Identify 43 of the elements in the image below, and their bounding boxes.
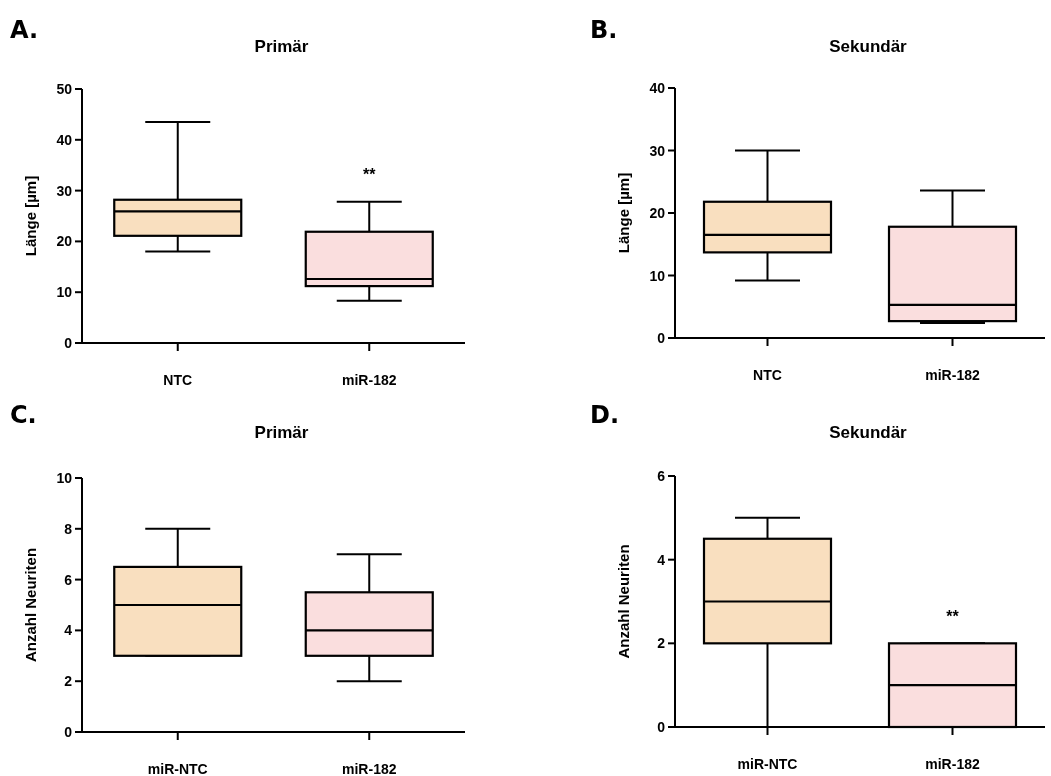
y-tick-label: 30 — [56, 182, 73, 199]
x-tick-label: miR-182 — [342, 761, 397, 776]
x-tick-label: miR-182 — [925, 367, 980, 383]
y-tick-label: 2 — [657, 635, 666, 652]
chart-title: Primär — [254, 423, 309, 442]
x-tick-label: miR-182 — [925, 756, 980, 772]
y-tick-label: 0 — [64, 724, 73, 740]
y-axis-title: Länge [µm] — [614, 172, 632, 254]
y-tick-label: 4 — [64, 622, 73, 639]
y-tick-label: 30 — [649, 142, 666, 159]
x-tick-label: NTC — [163, 372, 193, 388]
y-tick-label: 4 — [657, 551, 666, 568]
y-tick-label: 0 — [64, 335, 73, 351]
text: A. — [10, 16, 39, 44]
annotation: ** — [363, 166, 377, 184]
y-tick-label: 0 — [657, 719, 666, 735]
y-axis-title: Anzahl Neuriten — [614, 544, 632, 659]
x-tick-label: miR-182 — [342, 372, 397, 388]
y-tick-label: 6 — [64, 571, 73, 588]
x-tick-label: miR-NTC — [737, 756, 798, 772]
y-tick-label: 6 — [657, 468, 666, 484]
y-tick-label: 0 — [657, 330, 666, 346]
y-tick-label: 10 — [649, 267, 666, 284]
y-tick-label: 40 — [649, 80, 666, 96]
text: D. — [590, 401, 620, 429]
chart-title: Sekundär — [829, 423, 908, 442]
y-tick-label: 10 — [56, 284, 73, 301]
y-tick-label: 50 — [56, 81, 73, 97]
annotation: ** — [946, 607, 960, 625]
y-tick-label: 20 — [56, 233, 73, 250]
text: C. — [10, 401, 37, 429]
y-axis-title: Anzahl Neuriten — [21, 547, 39, 663]
y-tick-label: 40 — [56, 131, 73, 148]
y-axis-title: Länge [µm] — [21, 175, 39, 257]
x-tick-label: miR-NTC — [147, 761, 208, 776]
y-tick-label: 8 — [64, 520, 73, 537]
text: B. — [590, 16, 618, 44]
chart-title: Primär — [254, 37, 309, 56]
y-tick-label: 20 — [649, 205, 666, 221]
x-tick-label: NTC — [753, 367, 782, 383]
chart-title: Sekundär — [829, 37, 908, 56]
y-tick-label: 10 — [56, 470, 73, 486]
y-tick-label: 2 — [64, 673, 73, 690]
